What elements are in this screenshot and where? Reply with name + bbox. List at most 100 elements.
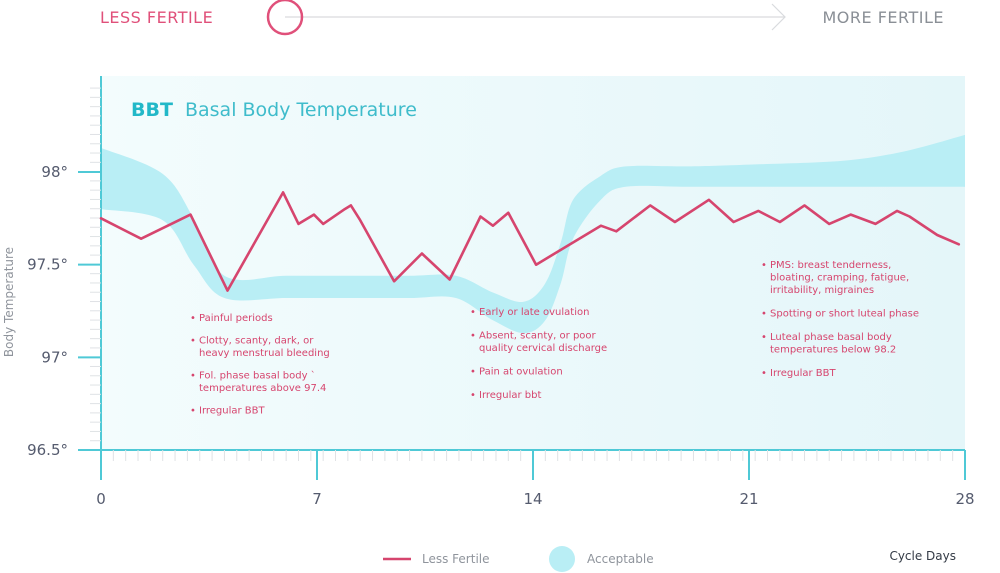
series-less-fertile-line — [99, 191, 961, 292]
annotation-text: Painful periods — [199, 313, 273, 324]
plot-background — [101, 76, 965, 450]
major-ticks — [78, 171, 966, 480]
fertility-scale: LESS FERTILE MORE FERTILE — [100, 0, 945, 36]
line-point — [393, 280, 395, 283]
annotation-group-luteal: • PMS: breast tenderness,bloating, crampi… — [761, 260, 919, 379]
line-point — [343, 208, 346, 210]
line-point — [757, 210, 760, 212]
scale-left-label: LESS FERTILE — [100, 8, 213, 27]
line-point — [615, 230, 618, 233]
x-tick-label: 21 — [739, 490, 758, 508]
annotation-text: PMS: breast tenderness, — [770, 260, 891, 271]
y-minor-ticks — [90, 87, 101, 451]
line-point — [421, 252, 423, 255]
line-point — [297, 223, 300, 225]
annotation-bullet: • — [470, 331, 476, 342]
annotation-text: Irregular BBT — [199, 406, 266, 417]
series-less-fertile-points — [100, 191, 960, 292]
acceptable-band — [101, 134, 965, 334]
line-point — [282, 191, 284, 194]
scale-arrow-icon — [771, 3, 786, 31]
line-point — [708, 199, 710, 201]
annotation-text: Irregular bbt — [479, 390, 542, 401]
annotation-bullet: • — [190, 371, 196, 382]
legend: Less Fertile Acceptable — [383, 546, 654, 572]
x-tick-label: 0 — [96, 490, 106, 508]
annotation-group-follicular: • Painful periods• Clotty, scanty, dark, o… — [190, 313, 330, 417]
line-point — [507, 211, 510, 214]
annotation-text: Fol. phase basal body ` — [199, 370, 316, 382]
scale-indicator — [266, 0, 304, 36]
line-point — [492, 224, 494, 227]
legend-circle-icon — [549, 546, 575, 572]
annotation-text: Spotting or short luteal phase — [770, 309, 919, 320]
y-tick-label: 98° — [41, 163, 68, 181]
annotation-bullet: • — [761, 260, 767, 271]
annotation-group-ovulation: • Early or late ovulation• Absent, scanty,… — [470, 307, 607, 401]
line-point — [649, 204, 652, 207]
y-tick-label: 96.5° — [27, 441, 68, 459]
annotation-bullet: • — [470, 367, 476, 378]
annotation-bullet: • — [190, 406, 196, 417]
x-axis-label: Cycle Days — [889, 549, 956, 563]
line-point — [100, 217, 102, 220]
annotation-text: bloating, cramping, fatigue, — [770, 273, 909, 284]
line-point — [674, 221, 676, 223]
chart-title-text: Basal Body Temperature — [185, 99, 417, 121]
annotation-bullet: • — [761, 368, 767, 379]
line-point — [350, 204, 352, 207]
line-point — [958, 243, 960, 246]
annotation-bullet: • — [761, 332, 767, 343]
annotation-bullet: • — [470, 390, 476, 401]
line-point — [448, 278, 451, 281]
line-point — [936, 234, 939, 236]
annotation-bullet: • — [190, 336, 196, 347]
annotation-text: Early or late ovulation — [479, 307, 589, 318]
line-point — [226, 289, 229, 292]
annotation-text: Pain at ovulation — [479, 367, 563, 378]
legend-label-acceptable: Acceptable — [587, 552, 654, 566]
annotation-text: Luteal phase basal body — [770, 332, 892, 343]
legend-label-less-fertile: Less Fertile — [422, 552, 490, 566]
line-point — [732, 221, 735, 223]
x-tick-label: 14 — [523, 490, 542, 508]
line-point — [600, 224, 602, 227]
line-point — [140, 237, 142, 240]
line-point — [189, 213, 192, 216]
line-point — [874, 223, 877, 225]
annotation-bullet: • — [470, 307, 476, 318]
annotation-text: irritability, migraines — [770, 285, 874, 296]
line-point — [322, 223, 324, 225]
line-point — [908, 215, 911, 218]
line-point — [359, 219, 362, 221]
line-point — [828, 223, 831, 225]
annotation-bullet: • — [761, 309, 767, 320]
annotations: • Painful periods• Clotty, scanty, dark, o… — [190, 260, 919, 417]
annotation-text: temperatures above 97.4 — [199, 383, 326, 394]
scale-right-label: MORE FERTILE — [823, 8, 945, 27]
y-tick-label: 97° — [41, 348, 68, 366]
line-point — [896, 210, 898, 212]
line-point — [850, 213, 852, 216]
y-tick-labels: 96.5° 97° 97.5° 98° — [27, 163, 68, 459]
annotation-text: quality cervical discharge — [479, 343, 607, 354]
annotation-text: Clotty, scanty, dark, or — [199, 336, 314, 347]
x-tick-label: 7 — [312, 490, 322, 508]
line-point — [535, 263, 537, 266]
annotation-text: Irregular BBT — [770, 368, 837, 379]
x-tick-labels: 0 7 14 21 28 — [96, 490, 974, 508]
line-point — [779, 221, 781, 223]
annotation-text: heavy menstrual bleeding — [199, 348, 330, 359]
line-point — [479, 215, 482, 218]
annotation-text: temperatures below 98.2 — [770, 345, 896, 356]
y-axis-label: Body Temperature — [2, 247, 16, 357]
annotation-text: Absent, scanty, or poor — [479, 331, 597, 342]
y-tick-label: 97.5° — [27, 256, 68, 274]
line-point — [803, 204, 806, 207]
line-point — [313, 213, 315, 216]
chart-title: BBT Basal Body Temperature — [131, 99, 417, 121]
x-tick-label: 28 — [955, 490, 974, 508]
chart-title-abbr: BBT — [131, 99, 173, 121]
annotation-bullet: • — [190, 313, 196, 324]
